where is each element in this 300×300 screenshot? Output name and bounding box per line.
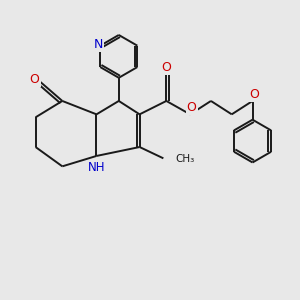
Text: O: O [187, 101, 196, 114]
Text: CH₃: CH₃ [176, 154, 195, 164]
Text: NH: NH [88, 161, 106, 174]
Text: N: N [94, 38, 104, 51]
Text: O: O [30, 73, 40, 86]
Text: O: O [249, 88, 259, 101]
Text: O: O [161, 61, 171, 74]
